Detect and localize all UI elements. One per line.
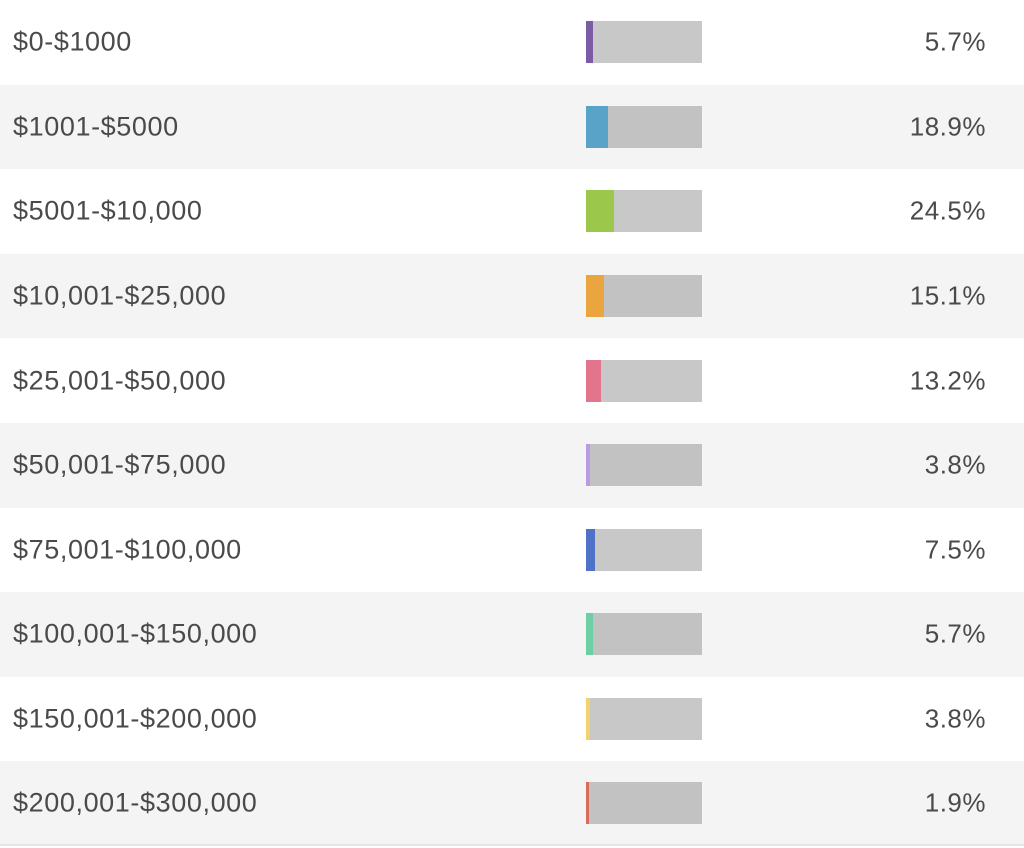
percentage-label: 1.9% xyxy=(924,787,986,818)
category-label: $10,001-$25,000 xyxy=(13,280,227,311)
bar-fill xyxy=(586,21,593,64)
table-row: $50,001-$75,000 3.8% xyxy=(0,422,1024,508)
table-row: $200,001-$300,000 1.9% xyxy=(0,761,1024,846)
bar-fill xyxy=(586,190,615,233)
bar-track xyxy=(586,528,702,571)
bar-fill xyxy=(586,444,591,487)
percentage-label: 24.5% xyxy=(909,195,986,226)
percentage-label: 5.7% xyxy=(924,618,986,649)
table-row: $100,001-$150,000 5.7% xyxy=(0,592,1024,677)
bar-track xyxy=(586,21,702,64)
bar-fill xyxy=(586,275,604,318)
table-row: $5001-$10,000 24.5% xyxy=(0,169,1024,254)
table-row: $150,001-$200,000 3.8% xyxy=(0,676,1024,762)
bar-track xyxy=(586,613,702,656)
bar-track xyxy=(586,444,702,487)
category-label: $0-$1000 xyxy=(13,26,132,57)
bar-fill xyxy=(586,528,595,571)
percentage-label: 18.9% xyxy=(909,111,986,142)
percentage-label: 5.7% xyxy=(924,26,986,57)
bar-fill xyxy=(586,359,602,402)
category-label: $50,001-$75,000 xyxy=(13,449,227,480)
category-label: $5001-$10,000 xyxy=(13,195,203,226)
table-row: $1001-$5000 18.9% xyxy=(0,84,1024,170)
category-label: $100,001-$150,000 xyxy=(13,618,258,649)
percentage-label: 3.8% xyxy=(924,703,986,734)
percentage-label: 7.5% xyxy=(924,534,986,565)
category-label: $1001-$5000 xyxy=(13,111,179,142)
bar-track xyxy=(586,105,702,148)
category-label: $150,001-$200,000 xyxy=(13,703,258,734)
table-row: $75,001-$100,000 7.5% xyxy=(0,507,1024,593)
category-label: $200,001-$300,000 xyxy=(13,787,258,818)
bar-track xyxy=(586,359,702,402)
bar-track xyxy=(586,781,702,824)
bar-fill xyxy=(586,613,593,656)
table-row: $10,001-$25,000 15.1% xyxy=(0,253,1024,339)
bar-fill xyxy=(586,698,591,741)
bar-fill xyxy=(586,105,608,148)
table-row: $25,001-$50,000 13.2% xyxy=(0,338,1024,423)
category-label: $75,001-$100,000 xyxy=(13,534,242,565)
bar-track xyxy=(586,698,702,741)
percentage-label: 15.1% xyxy=(909,280,986,311)
category-label: $25,001-$50,000 xyxy=(13,365,227,396)
bar-fill xyxy=(586,781,589,824)
percentage-label: 13.2% xyxy=(909,365,986,396)
bar-track xyxy=(586,190,702,233)
table-row: $0-$1000 5.7% xyxy=(0,0,1024,85)
bar-track xyxy=(586,275,702,318)
percentage-label: 3.8% xyxy=(924,449,986,480)
